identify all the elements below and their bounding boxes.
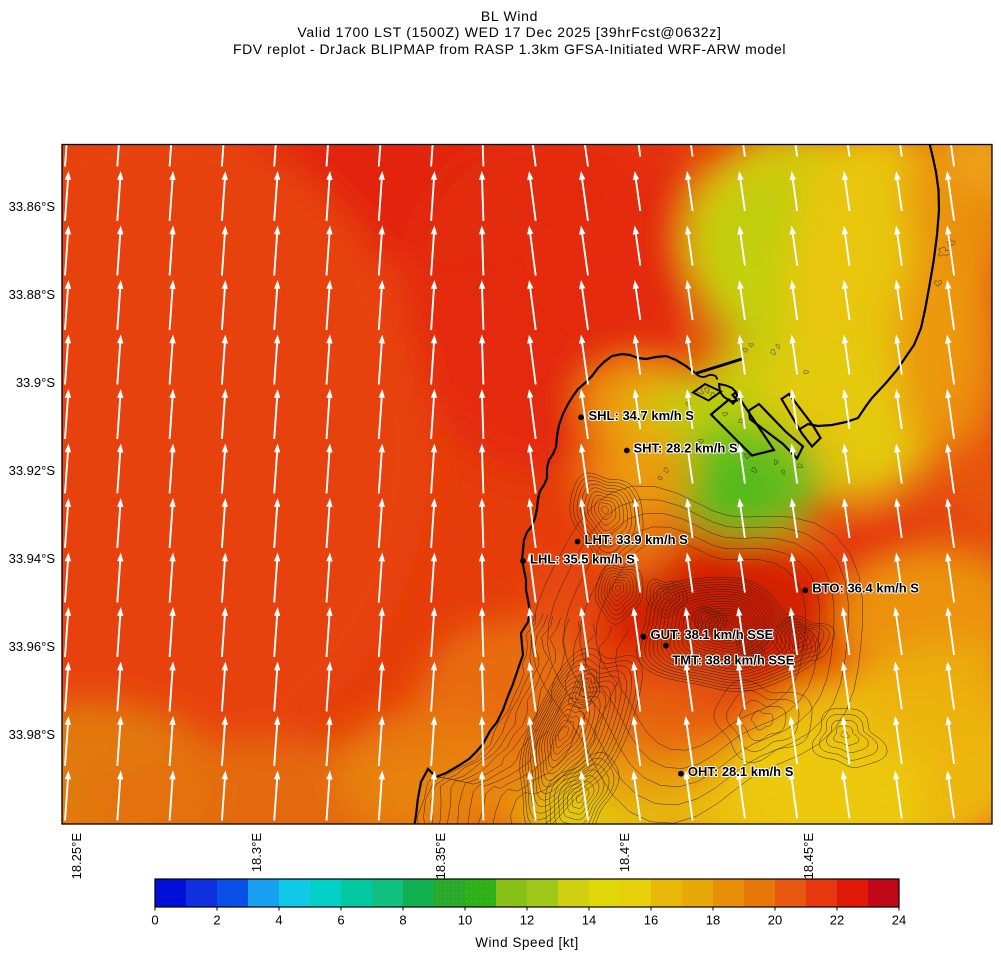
svg-text:18.45°E: 18.45°E [801,833,816,880]
svg-text:22: 22 [830,913,844,928]
svg-text:2: 2 [213,913,220,928]
svg-text:33.88°S: 33.88°S [9,287,56,302]
svg-text:LHL: 35.5 km/h S: LHL: 35.5 km/h S [530,551,635,566]
svg-text:BTO: 36.4 km/h S: BTO: 36.4 km/h S [812,581,919,596]
svg-text:14: 14 [582,913,596,928]
svg-text:33.98°S: 33.98°S [9,727,56,742]
svg-text:6: 6 [337,913,344,928]
svg-text:16: 16 [644,913,658,928]
svg-text:18.4°E: 18.4°E [617,833,632,873]
svg-text:TMT: 38.8 km/h SSE: TMT: 38.8 km/h SSE [672,653,794,668]
svg-text:12: 12 [520,913,534,928]
svg-text:18.35°E: 18.35°E [433,833,448,880]
svg-text:24: 24 [892,913,906,928]
svg-text:33.96°S: 33.96°S [9,639,56,654]
svg-text:8: 8 [399,913,406,928]
svg-text:33.94°S: 33.94°S [9,551,56,566]
svg-text:LHT: 33.9 km/h S: LHT: 33.9 km/h S [585,532,689,547]
svg-text:0: 0 [151,913,158,928]
svg-text:4: 4 [275,913,282,928]
svg-text:18: 18 [706,913,720,928]
svg-text:OHT: 28.1 km/h S: OHT: 28.1 km/h S [688,764,794,779]
svg-text:10: 10 [458,913,472,928]
svg-text:SHT: 28.2 km/h S: SHT: 28.2 km/h S [634,441,738,456]
svg-text:SHL: 34.7 km/h S: SHL: 34.7 km/h S [589,408,695,423]
svg-text:18.25°E: 18.25°E [69,833,84,880]
svg-text:33.92°S: 33.92°S [9,463,56,478]
svg-text:33.86°S: 33.86°S [9,199,56,214]
svg-text:Wind Speed [kt]: Wind Speed [kt] [475,935,579,950]
svg-text:20: 20 [768,913,782,928]
svg-text:18.3°E: 18.3°E [249,833,264,873]
svg-text:33.9°S: 33.9°S [16,375,56,390]
svg-text:GUT: 38.1 km/h SSE: GUT: 38.1 km/h SSE [651,627,774,642]
